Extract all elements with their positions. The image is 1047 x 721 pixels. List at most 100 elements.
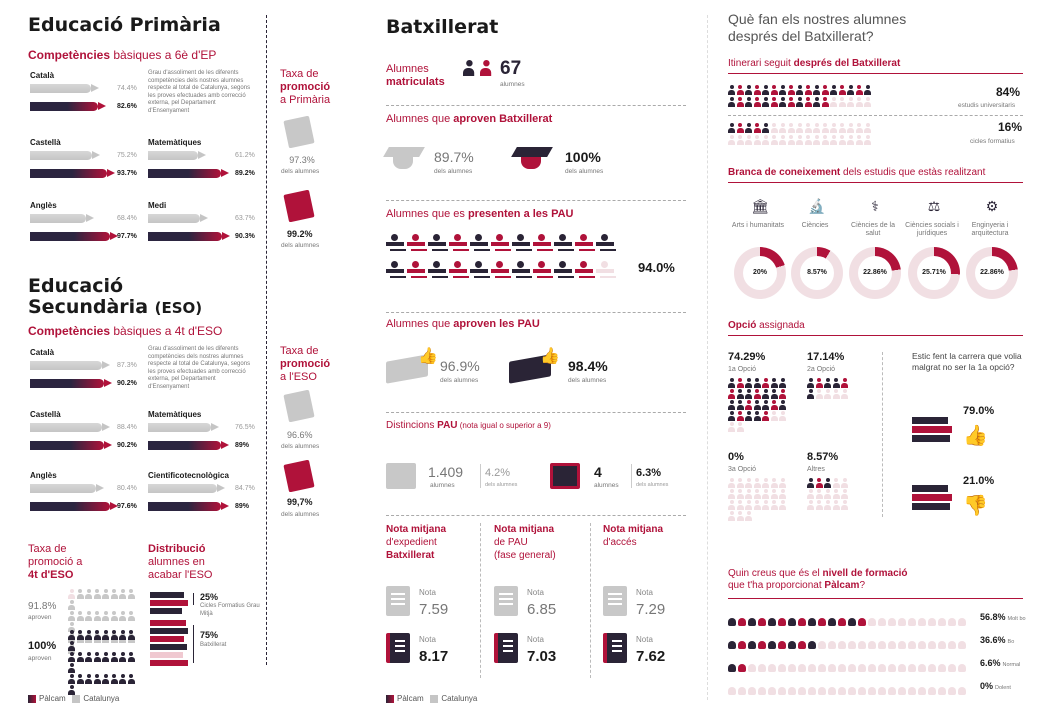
- subject-label: Català: [30, 71, 55, 80]
- palcam-bar: [148, 169, 229, 178]
- opcio-people-grid: [807, 478, 857, 511]
- person-icon: [821, 135, 829, 145]
- person-icon: [753, 478, 761, 488]
- separator: [386, 200, 686, 201]
- books-stack-icon: [912, 417, 952, 442]
- person-icon: [838, 135, 846, 145]
- person-icon: [745, 389, 752, 399]
- separator: [631, 464, 632, 488]
- student-desk-icon: [554, 234, 572, 252]
- person-icon: [779, 400, 786, 410]
- itinerari-label: Itinerari seguit després del Batxillerat: [728, 58, 901, 69]
- person-face-icon: [888, 618, 896, 626]
- separator: [386, 412, 686, 413]
- person-icon: [76, 652, 84, 662]
- separator: [728, 598, 1023, 599]
- matric-unit: alumnes: [500, 81, 525, 88]
- person-face-icon: [898, 641, 906, 649]
- person-icon: [847, 85, 854, 95]
- note-label: Nota: [527, 635, 544, 644]
- person-face-icon: [818, 618, 826, 626]
- palcam-value: 89%: [235, 503, 250, 510]
- cicles-pct: 16%: [998, 120, 1023, 134]
- separator: [728, 335, 1023, 336]
- opcio-people-grid: [728, 378, 788, 433]
- note-catalunya: 7.29: [636, 601, 666, 618]
- person-icon: [787, 135, 795, 145]
- primaria-promo-cat-sub: dels alumnes: [281, 168, 320, 175]
- opcio-people-grid: [807, 378, 857, 400]
- person-icon: [68, 622, 75, 632]
- person-face-icon: [798, 687, 806, 695]
- aproven-pal-sub: dels alumnes: [565, 168, 604, 175]
- catalunya-bar: [148, 214, 208, 223]
- person-icon: [815, 489, 823, 499]
- person-icon: [779, 500, 786, 510]
- person-icon: [736, 500, 744, 510]
- person-icon: [770, 97, 778, 107]
- palcam-value: 89%: [235, 442, 250, 449]
- person-icon: [779, 489, 786, 499]
- thumbs-down-icon: 👎: [963, 495, 988, 517]
- person-face-icon: [938, 664, 946, 672]
- person-icon: [830, 135, 837, 145]
- person-face-icon: [898, 664, 906, 672]
- person-icon: [770, 400, 778, 410]
- person-face-icon: [748, 664, 756, 672]
- person-icon: [855, 135, 863, 145]
- person-icon: [787, 123, 795, 133]
- palcam-value: 90.2%: [117, 442, 137, 449]
- student-desk-icon: [596, 261, 614, 279]
- person-icon: [824, 478, 831, 488]
- certificate-icon: [550, 463, 580, 489]
- palcam-value: 97.7%: [117, 233, 137, 240]
- dist-b-label: Batxillerat: [200, 642, 227, 648]
- person-icon: [68, 652, 75, 662]
- note-label: Nota: [527, 588, 544, 597]
- person-icon: [119, 589, 126, 599]
- people-row: [68, 652, 144, 674]
- person-icon: [736, 411, 744, 421]
- primaria-title: Educació Primària: [28, 14, 221, 36]
- person-face-icon: [738, 618, 746, 626]
- person-icon: [762, 135, 769, 145]
- grad-cap-icon: [511, 147, 553, 157]
- eso-promo-cat: 96.6%: [287, 430, 313, 440]
- person-icon: [813, 85, 820, 95]
- person-face-icon: [938, 641, 946, 649]
- person-face-icon: [838, 664, 846, 672]
- catalunya-bar: [148, 484, 225, 493]
- grad-cap-icon: [383, 147, 425, 157]
- person-icon: [796, 97, 803, 107]
- person-icon: [832, 500, 840, 510]
- person-face-icon: [788, 641, 796, 649]
- person-face-icon: [858, 687, 866, 695]
- dist-pal-unit: alumnes: [594, 482, 619, 489]
- opcio-value: 0%: [728, 451, 744, 463]
- person-icon: [68, 663, 75, 673]
- person-icon: [864, 123, 871, 133]
- person-face-icon: [808, 664, 816, 672]
- person-face-icon: [898, 687, 906, 695]
- subject-label: Anglès: [30, 471, 57, 480]
- separator: [728, 182, 1023, 183]
- person-face-icon: [908, 618, 916, 626]
- person-face-icon: [938, 687, 946, 695]
- person-face-icon: [778, 618, 786, 626]
- certificate-icon: [386, 463, 416, 489]
- person-face-icon: [878, 687, 886, 695]
- person-icon: [832, 478, 840, 488]
- subject-label: Matemàtiques: [148, 138, 202, 147]
- primaria-description: Grau d'assoliment de les diferents compe…: [148, 70, 251, 114]
- person-icon: [127, 611, 135, 621]
- person-face-icon: [868, 641, 876, 649]
- person-icon: [119, 652, 126, 662]
- column-divider: [707, 15, 708, 700]
- person-face-icon: [798, 664, 806, 672]
- person-face-icon: [948, 641, 956, 649]
- person-face-icon: [828, 618, 836, 626]
- person-icon: [110, 630, 118, 640]
- person-face-icon: [908, 641, 916, 649]
- opcio-people-grid: [728, 478, 788, 522]
- person-icon: [102, 630, 109, 640]
